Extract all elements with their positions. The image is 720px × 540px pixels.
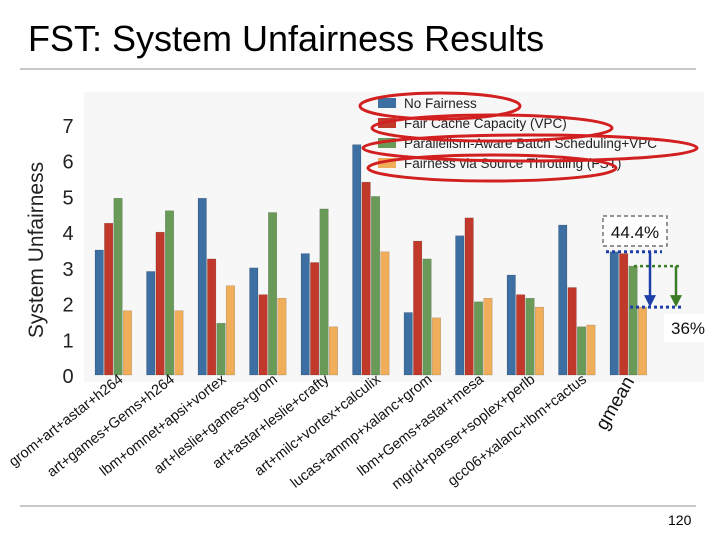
- annotations: 44.4% 36%: [602, 215, 712, 342]
- bar-4-1: [122, 310, 132, 376]
- legend-swatch: [378, 98, 396, 108]
- percentage-box: [602, 215, 668, 247]
- slide-number: 120: [668, 512, 692, 528]
- legend-highlight-ellipse: [366, 153, 618, 183]
- bar-3-3: [216, 322, 226, 376]
- y-tick-label: 7: [62, 116, 73, 138]
- y-tick-label: 6: [62, 152, 73, 174]
- x-tick-label: gmean: [592, 373, 639, 434]
- bar-2-9: [516, 294, 526, 376]
- bar-4-3: [225, 285, 235, 376]
- bar-2-3: [207, 258, 217, 376]
- y-tick-label: 0: [62, 366, 73, 388]
- bar-3-1: [113, 197, 123, 376]
- bar-2-5: [310, 262, 320, 376]
- bar-1-5: [300, 253, 310, 376]
- bar-2-4: [258, 294, 268, 376]
- bar-1-10: [558, 224, 568, 376]
- bars: [94, 144, 647, 376]
- percentage-label-36: 36%: [671, 319, 705, 338]
- x-axis-labels: grom+art+astar+h264art+games+Gems+h264lb…: [6, 371, 639, 493]
- bar-3-4: [268, 212, 278, 376]
- bar-1-3: [197, 197, 207, 376]
- bar-2-2: [155, 231, 165, 376]
- bar-4-5: [328, 326, 338, 376]
- bar-3-9: [525, 297, 535, 376]
- bar-3-6: [371, 196, 381, 376]
- bar-2-10: [567, 287, 577, 376]
- legend-highlight-ellipse: [361, 133, 699, 163]
- bar-2-8: [464, 217, 474, 376]
- reduction-arrowhead-blue: [644, 295, 656, 308]
- bar-4-7: [431, 317, 441, 376]
- bar-1-2: [146, 271, 156, 376]
- y-tick-label: 5: [62, 187, 73, 209]
- percentage-label-44: 44.4%: [611, 223, 659, 242]
- bar-1-9: [506, 274, 516, 376]
- legend-label: No Fairness: [404, 96, 477, 111]
- y-axis-label: System Unfairness: [25, 162, 48, 338]
- bar-3-2: [165, 210, 175, 376]
- bar-4-9: [534, 306, 544, 376]
- y-axis: 0 1 2 3 4 5 6 7 System Unfairness: [25, 116, 74, 388]
- bar-3-10: [577, 326, 587, 376]
- legend-swatch: [378, 138, 396, 148]
- bar-2-7: [413, 240, 423, 376]
- bar-1-11: [609, 251, 619, 376]
- y-tick-label: 4: [62, 223, 73, 245]
- y-tick-label: 2: [62, 295, 73, 317]
- bar-4-4: [277, 297, 287, 376]
- bar-1-1: [94, 249, 104, 376]
- bar-4-8: [483, 297, 493, 376]
- bar-3-7: [422, 258, 432, 376]
- bar-4-10: [586, 324, 596, 376]
- legend-swatch: [378, 158, 396, 168]
- y-tick-label: 3: [62, 259, 73, 281]
- bar-1-6: [352, 144, 362, 376]
- footer-divider: [20, 505, 696, 507]
- bar-4-6: [380, 251, 390, 376]
- bar-2-11: [619, 253, 629, 376]
- bar-3-8: [474, 301, 484, 376]
- legend-highlight-ellipse: [370, 113, 614, 143]
- legend-highlight-ellipse: [358, 91, 522, 121]
- bar-1-7: [403, 312, 413, 376]
- bar-4-11: [637, 306, 647, 376]
- page-title: FST: System Unfairness Results: [28, 18, 545, 59]
- bar-4-2: [174, 310, 184, 376]
- y-tick-label: 1: [62, 330, 73, 352]
- bar-1-4: [249, 267, 259, 376]
- bar-1-8: [455, 235, 465, 376]
- bar-3-11: [628, 265, 638, 376]
- title-divider: [20, 68, 696, 70]
- reduction-arrowhead-green: [670, 295, 682, 308]
- bar-2-6: [361, 181, 371, 376]
- bar-2-1: [104, 222, 114, 376]
- bar-3-5: [319, 208, 329, 376]
- reduction-label-bg: [664, 314, 712, 342]
